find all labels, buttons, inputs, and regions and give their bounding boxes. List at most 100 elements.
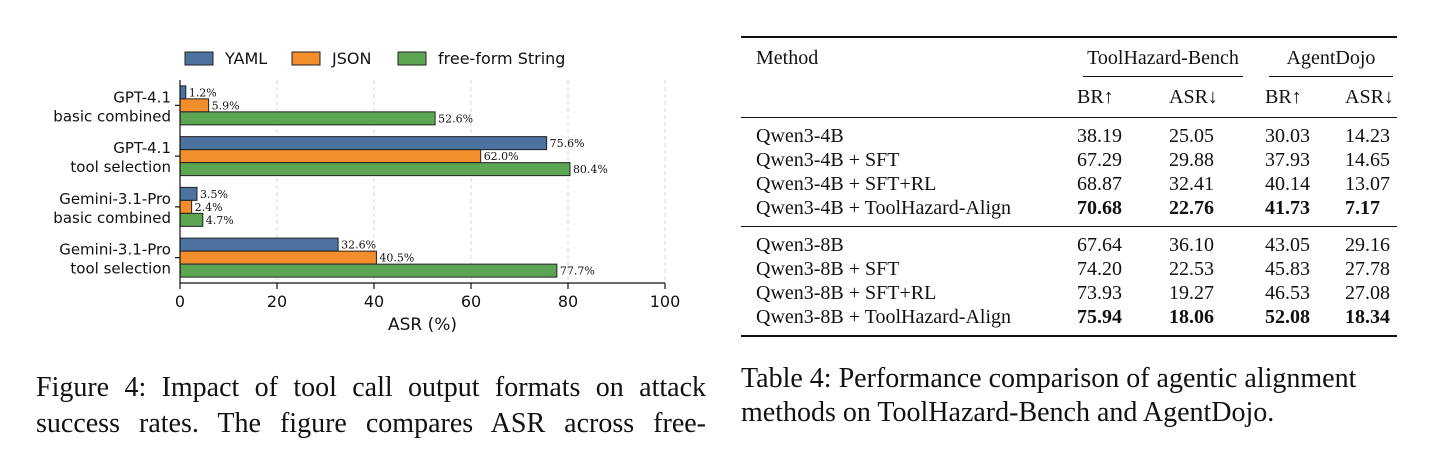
data-label: 3.5%: [200, 188, 228, 201]
legend-label: YAML: [224, 49, 267, 68]
group-header-toolhazard: ToolHazard-Bench: [1061, 37, 1265, 77]
table-row: Qwen3-8B + ToolHazard-Align 75.94 18.06 52.…: [741, 305, 1397, 336]
value-cell: 74.20: [1077, 258, 1122, 280]
bar-free-form-string: [179, 263, 558, 278]
value-cell: 18.06: [1169, 306, 1214, 328]
category-label: Gemini-3.1-Pro: [59, 241, 171, 259]
x-axis-label: ASR (%): [388, 315, 457, 335]
table-subheader-row: BR↑ ASR↓ BR↑ ASR↓: [741, 77, 1397, 118]
data-label: 75.6%: [550, 137, 585, 150]
method-cell: Qwen3-4B: [756, 125, 844, 147]
x-tick-label: 40: [364, 292, 384, 311]
table-row: Qwen3-8B + SFT 74.20 22.53 45.83 27.78: [741, 257, 1397, 281]
method-cell: Qwen3-8B + SFT+RL: [756, 282, 937, 304]
x-tick-label: 0: [175, 292, 185, 311]
value-cell: 52.08: [1265, 306, 1310, 328]
method-cell: Qwen3-4B + SFT+RL: [756, 173, 937, 195]
table-row: Qwen3-4B 38.19 25.05 30.03 14.23: [741, 118, 1397, 149]
category-label: basic combined: [53, 107, 171, 125]
bar-yaml: [179, 85, 187, 100]
value-cell: 14.65: [1345, 149, 1390, 171]
subheader-br-toolhazard: BR↑: [1077, 86, 1114, 108]
value-cell: 43.05: [1265, 234, 1310, 256]
value-cell: 22.76: [1169, 197, 1214, 219]
bar-json: [179, 199, 193, 214]
x-tick-label: 80: [558, 292, 578, 311]
value-cell: 67.29: [1077, 149, 1122, 171]
legend-label: free-form String: [438, 49, 565, 68]
data-label: 32.6%: [341, 239, 376, 252]
bar-free-form-string: [179, 111, 436, 126]
value-cell: 29.88: [1169, 149, 1214, 171]
category-label: GPT-4.1: [113, 139, 171, 157]
results-table: Method ToolHazard-Bench AgentDojo BR↑ AS…: [741, 36, 1397, 337]
value-cell: 18.34: [1345, 306, 1390, 328]
figure-caption: Figure 4: Impact of tool call output for…: [36, 370, 706, 442]
bar-yaml: [179, 136, 548, 151]
value-cell: 38.19: [1077, 125, 1122, 147]
bar-json: [179, 250, 377, 265]
table-header-row: Method ToolHazard-Bench AgentDojo: [741, 37, 1397, 77]
bar-yaml: [179, 186, 198, 201]
value-cell: 30.03: [1265, 125, 1310, 147]
bar-json: [179, 98, 210, 113]
data-label: 5.9%: [212, 99, 240, 112]
value-cell: 40.14: [1265, 173, 1310, 195]
table-caption-line: methods on ToolHazard-Bench and AgentDoj…: [741, 397, 1275, 428]
data-label: 62.0%: [484, 150, 519, 163]
method-header: Method: [756, 46, 819, 69]
value-cell: 25.05: [1169, 125, 1214, 147]
value-cell: 27.78: [1345, 258, 1390, 280]
table-row: Qwen3-8B + SFT+RL 73.93 19.27 46.53 27.08: [741, 281, 1397, 305]
value-cell: 41.73: [1265, 197, 1310, 219]
data-label: 77.7%: [560, 265, 595, 278]
value-cell: 32.41: [1169, 173, 1214, 195]
value-cell: 36.10: [1169, 234, 1214, 256]
value-cell: 75.94: [1077, 306, 1122, 328]
value-cell: 29.16: [1345, 234, 1390, 256]
subheader-asr-toolhazard: ASR↓: [1169, 86, 1218, 108]
value-cell: 46.53: [1265, 282, 1310, 304]
group-header-agentdojo-label: AgentDojo: [1268, 46, 1394, 77]
method-cell: Qwen3-8B + SFT: [756, 258, 900, 280]
value-cell: 22.53: [1169, 258, 1214, 280]
bar-yaml: [179, 237, 339, 252]
value-cell: 45.83: [1265, 258, 1310, 280]
table-row: Qwen3-4B + ToolHazard-Align 70.68 22.76 41.…: [741, 196, 1397, 227]
x-tick-label: 60: [461, 292, 481, 311]
group-header-agentdojo: AgentDojo: [1265, 37, 1397, 77]
category-label: tool selection: [70, 260, 171, 278]
bar-free-form-string: [179, 162, 571, 177]
value-cell: 14.23: [1345, 125, 1390, 147]
data-label: 40.5%: [379, 252, 414, 265]
data-label: 80.4%: [573, 163, 608, 176]
table-caption-line: Table 4: Performance comparison of agent…: [741, 363, 1357, 394]
table-row: Qwen3-4B + SFT 67.29 29.88 37.93 14.65: [741, 148, 1397, 172]
figure-caption-line: success rates. The figure compares ASR a…: [36, 408, 706, 439]
category-label: basic combined: [53, 209, 171, 227]
bar-json: [179, 149, 482, 164]
x-tick-label: 20: [267, 292, 287, 311]
method-cell: Qwen3-8B + ToolHazard-Align: [756, 306, 1012, 328]
x-tick-label: 100: [650, 292, 681, 311]
subheader-br-agentdojo: BR↑: [1265, 86, 1302, 108]
table-caption: Table 4: Performance comparison of agent…: [741, 362, 1421, 430]
value-cell: 68.87: [1077, 173, 1122, 195]
subheader-asr-agentdojo: ASR↓: [1345, 86, 1394, 108]
data-label: 4.7%: [206, 214, 234, 227]
legend-swatch: [291, 51, 321, 66]
legend-swatch: [184, 51, 214, 66]
legend-label: JSON: [331, 49, 371, 68]
data-label: 52.6%: [438, 112, 473, 125]
category-label: tool selection: [70, 158, 171, 176]
category-label: GPT-4.1: [113, 88, 171, 106]
value-cell: 13.07: [1345, 173, 1390, 195]
value-cell: 7.17: [1345, 197, 1380, 219]
category-label: Gemini-3.1-Pro: [59, 190, 171, 208]
value-cell: 37.93: [1265, 149, 1310, 171]
table-row: Qwen3-8B 67.64 36.10 43.05 29.16: [741, 227, 1397, 258]
value-cell: 73.93: [1077, 282, 1122, 304]
value-cell: 67.64: [1077, 234, 1122, 256]
method-cell: Qwen3-4B + ToolHazard-Align: [756, 197, 1012, 219]
